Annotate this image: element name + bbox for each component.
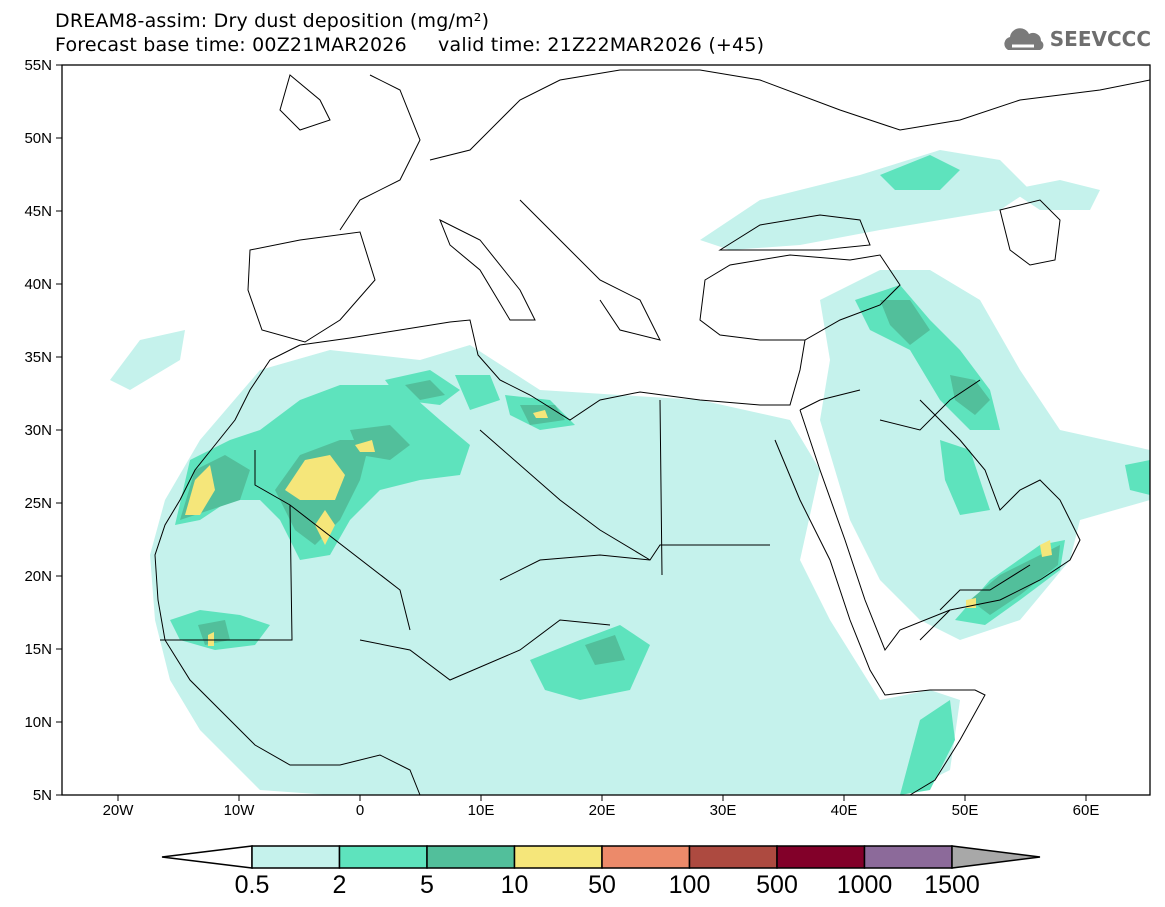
lon-label: 50E: [952, 802, 979, 819]
colorbar-swatch: [338, 845, 428, 869]
lon-label: 10W: [224, 802, 256, 819]
colorbar-swatch: [863, 845, 953, 869]
lon-label: 40E: [831, 802, 858, 819]
colorbar-swatch: [426, 845, 516, 869]
axis-ticks: 55N 50N 45N 40N 35N 30N 25N 20N 15N 10N 5N 20W 10W 0 1…: [24, 57, 1099, 819]
colorbar-label: 1000: [837, 871, 893, 899]
cloud-icon: [1004, 28, 1044, 50]
colorbar-label: 1500: [924, 871, 980, 899]
lat-label: 50N: [24, 130, 52, 147]
lat-label: 10N: [24, 714, 52, 731]
colorbar-swatch: [513, 845, 603, 869]
colorbar-label: 0.5: [235, 871, 270, 899]
seevccc-logo: SEEVCCC: [1000, 26, 1151, 52]
lon-label: 0: [356, 802, 364, 819]
colorbar-label: 100: [669, 871, 711, 899]
colorbar-label: 2: [333, 871, 347, 899]
lat-label: 15N: [24, 641, 52, 658]
colorbar-label: 500: [756, 871, 798, 899]
lat-label: 5N: [33, 787, 52, 804]
lat-label: 20N: [24, 568, 52, 585]
lon-label: 20E: [589, 802, 616, 819]
colorbar-below-arrow: [161, 845, 253, 869]
dust-deposition-field: [110, 150, 1150, 795]
lon-label: 30E: [710, 802, 737, 819]
lat-label: 30N: [24, 422, 52, 439]
map-title: DREAM8-assim: Dry dust deposition (mg/m²…: [55, 10, 490, 32]
colorbar-swatch: [601, 845, 691, 869]
lat-label: 25N: [24, 495, 52, 512]
colorbar-swatch: [251, 845, 341, 869]
dust-level-10-50: [185, 410, 1052, 646]
colorbar-label: 50: [588, 871, 616, 899]
lat-label: 35N: [24, 349, 52, 366]
colorbar-label: 5: [420, 871, 434, 899]
lon-label: 10E: [468, 802, 495, 819]
lat-label: 40N: [24, 276, 52, 293]
colorbar-swatch: [688, 845, 778, 869]
lon-label: 60E: [1073, 802, 1100, 819]
colorbar: 0.5 2 5 10 50 100 500 1000 1500: [161, 845, 1041, 899]
lon-label: 20W: [103, 802, 135, 819]
logo-text: SEEVCCC: [1049, 27, 1151, 51]
forecast-times: Forecast base time: 00Z21MAR2026 valid t…: [55, 34, 765, 56]
colorbar-label: 10: [501, 871, 529, 899]
lat-label: 55N: [24, 57, 52, 74]
colorbar-swatch: [776, 845, 866, 869]
colorbar-above-arrow: [951, 845, 1041, 869]
lat-label: 45N: [24, 203, 52, 220]
coastlines-and-borders: [154, 69, 1151, 796]
